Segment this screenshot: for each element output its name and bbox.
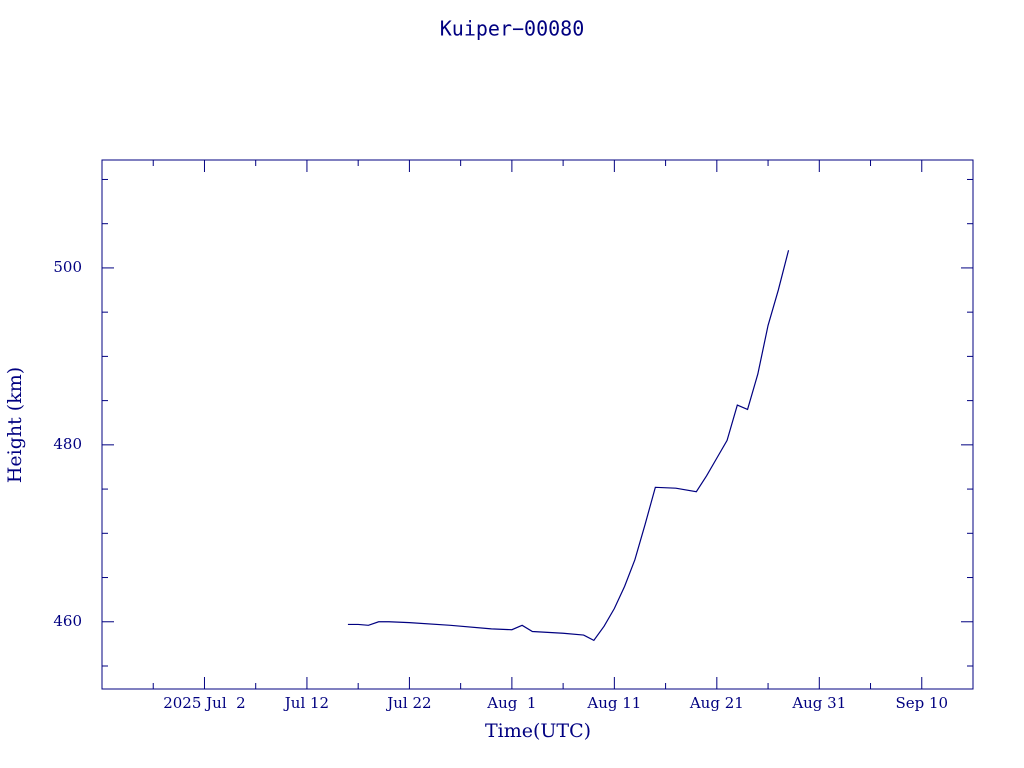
x-axis-label: Time(UTC) <box>485 720 591 742</box>
x-tick-label: 2025 Jul 2 <box>163 694 246 712</box>
y-tick-label: 500 <box>53 258 82 276</box>
x-tick-label: Aug 1 <box>486 694 536 712</box>
x-tick-label: Jul 12 <box>283 694 329 712</box>
x-tick-label: Jul 22 <box>385 694 431 712</box>
x-tick-label: Aug 31 <box>791 694 846 712</box>
plot-frame <box>101 159 974 690</box>
x-tick-label: Aug 11 <box>586 694 641 712</box>
y-tick-label: 460 <box>53 612 82 630</box>
x-tick-label: Sep 10 <box>895 694 948 712</box>
y-tick-label: 480 <box>53 435 82 453</box>
data-line <box>347 250 790 642</box>
x-tick-label: Aug 21 <box>689 694 744 712</box>
chart-title: Kuiper−00080 <box>440 17 585 41</box>
y-axis-label: Height (km) <box>4 367 26 483</box>
